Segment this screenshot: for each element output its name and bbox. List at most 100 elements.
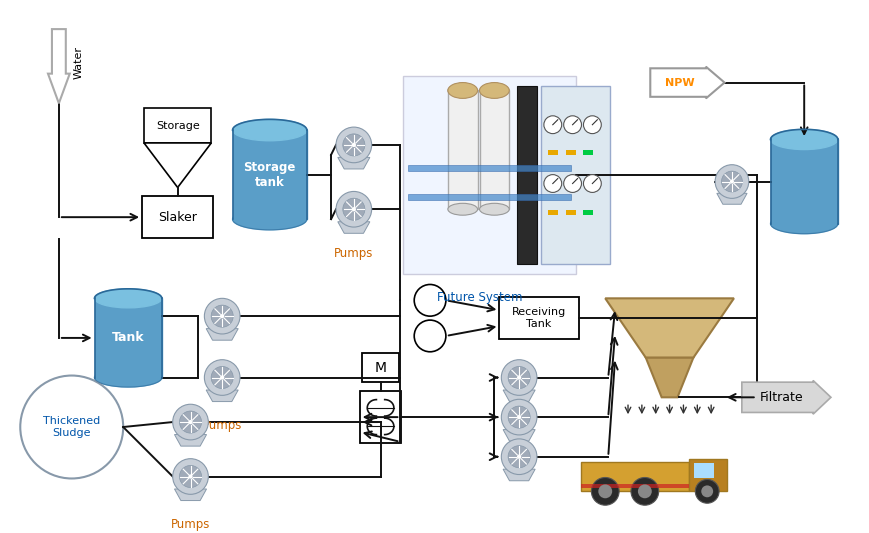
Bar bbox=[770, 140, 837, 224]
Bar bbox=[541, 85, 609, 264]
Circle shape bbox=[563, 116, 580, 134]
Circle shape bbox=[220, 375, 224, 379]
Bar bbox=[565, 150, 575, 155]
Circle shape bbox=[630, 478, 658, 505]
Bar bbox=[95, 298, 162, 377]
Ellipse shape bbox=[479, 203, 508, 215]
Polygon shape bbox=[175, 434, 206, 446]
Bar bbox=[479, 91, 508, 209]
Circle shape bbox=[583, 175, 600, 192]
Circle shape bbox=[729, 180, 733, 183]
Ellipse shape bbox=[479, 85, 508, 96]
Text: Pumps: Pumps bbox=[170, 518, 210, 530]
Circle shape bbox=[563, 175, 580, 192]
Text: Pumps: Pumps bbox=[202, 418, 242, 432]
Polygon shape bbox=[649, 67, 724, 99]
Circle shape bbox=[583, 116, 600, 134]
Circle shape bbox=[516, 415, 521, 419]
Text: Water: Water bbox=[73, 46, 83, 79]
Polygon shape bbox=[716, 193, 746, 204]
Ellipse shape bbox=[770, 130, 837, 150]
Polygon shape bbox=[502, 469, 534, 481]
Circle shape bbox=[211, 305, 233, 327]
Polygon shape bbox=[175, 489, 206, 500]
Bar bbox=[547, 150, 557, 155]
Circle shape bbox=[637, 484, 651, 498]
Bar bbox=[688, 459, 726, 491]
Polygon shape bbox=[48, 29, 70, 103]
Bar bbox=[583, 210, 593, 215]
Bar bbox=[144, 108, 211, 143]
Polygon shape bbox=[502, 390, 534, 401]
Circle shape bbox=[211, 367, 233, 389]
Bar bbox=[516, 85, 536, 264]
Circle shape bbox=[507, 446, 529, 468]
Bar bbox=[565, 210, 575, 215]
Polygon shape bbox=[144, 143, 211, 188]
Circle shape bbox=[351, 207, 355, 212]
Text: M: M bbox=[375, 361, 386, 375]
Circle shape bbox=[414, 285, 446, 316]
Text: Slaker: Slaker bbox=[158, 211, 197, 224]
Circle shape bbox=[342, 134, 364, 156]
Ellipse shape bbox=[479, 83, 508, 99]
Circle shape bbox=[335, 127, 371, 163]
Ellipse shape bbox=[770, 214, 837, 233]
Circle shape bbox=[720, 171, 741, 192]
Circle shape bbox=[179, 465, 202, 488]
Polygon shape bbox=[605, 298, 733, 358]
Bar bbox=[408, 165, 570, 171]
Bar bbox=[402, 76, 575, 273]
Bar bbox=[408, 195, 570, 200]
Circle shape bbox=[516, 375, 521, 379]
Polygon shape bbox=[337, 222, 369, 233]
Polygon shape bbox=[741, 381, 830, 414]
Text: Storage: Storage bbox=[156, 120, 199, 131]
Bar bbox=[232, 130, 307, 219]
Polygon shape bbox=[645, 358, 693, 397]
Text: Thickened
Sludge: Thickened Sludge bbox=[43, 416, 100, 438]
Bar bbox=[360, 391, 401, 443]
Bar bbox=[362, 353, 399, 383]
Text: Tank: Tank bbox=[112, 332, 144, 344]
Bar bbox=[693, 463, 713, 479]
Polygon shape bbox=[502, 430, 534, 441]
Text: Storage
tank: Storage tank bbox=[243, 160, 295, 189]
Circle shape bbox=[591, 478, 619, 505]
Circle shape bbox=[507, 367, 529, 389]
Circle shape bbox=[714, 165, 748, 198]
Circle shape bbox=[189, 474, 192, 479]
Text: Filtrate: Filtrate bbox=[760, 391, 803, 404]
Bar bbox=[499, 297, 578, 339]
Circle shape bbox=[501, 360, 536, 395]
Polygon shape bbox=[206, 390, 238, 401]
Circle shape bbox=[342, 198, 364, 220]
Circle shape bbox=[501, 439, 536, 474]
Ellipse shape bbox=[95, 289, 162, 308]
Text: Receiving
Tank: Receiving Tank bbox=[511, 308, 566, 329]
Ellipse shape bbox=[232, 208, 307, 230]
Text: Pumps: Pumps bbox=[334, 247, 373, 260]
Text: NPW: NPW bbox=[665, 78, 694, 87]
Ellipse shape bbox=[448, 203, 477, 215]
Bar bbox=[580, 462, 688, 491]
Circle shape bbox=[598, 484, 612, 498]
Circle shape bbox=[351, 143, 355, 147]
Circle shape bbox=[179, 411, 202, 433]
Circle shape bbox=[20, 376, 123, 479]
Circle shape bbox=[414, 320, 446, 352]
Circle shape bbox=[700, 486, 713, 497]
Polygon shape bbox=[206, 329, 238, 340]
Bar bbox=[583, 150, 593, 155]
Polygon shape bbox=[337, 157, 369, 169]
Circle shape bbox=[543, 116, 561, 134]
Circle shape bbox=[189, 420, 192, 424]
Circle shape bbox=[204, 360, 240, 395]
Ellipse shape bbox=[232, 119, 307, 141]
Circle shape bbox=[335, 191, 371, 227]
Bar bbox=[142, 196, 213, 238]
Circle shape bbox=[173, 404, 208, 440]
Ellipse shape bbox=[448, 85, 477, 96]
Circle shape bbox=[543, 175, 561, 192]
Text: Future System: Future System bbox=[436, 292, 521, 304]
